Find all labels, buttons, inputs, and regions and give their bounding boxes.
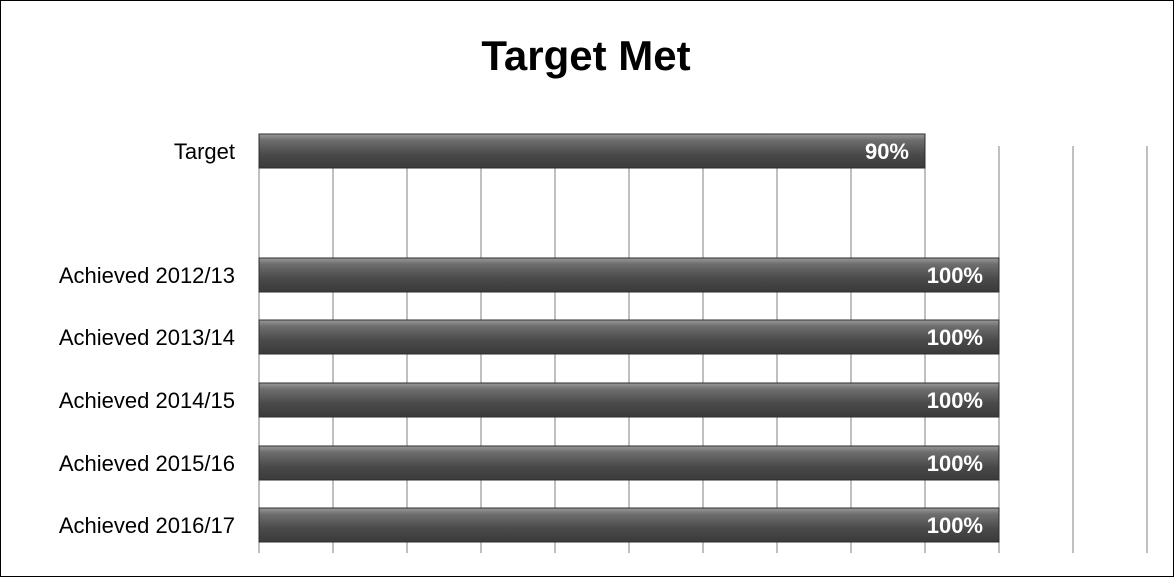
bar [258,257,1000,293]
category-label: Achieved 2015/16 [59,451,235,476]
chart-title: Target Met [481,32,691,79]
bar [258,382,1000,418]
category-label: Achieved 2012/13 [59,263,235,288]
data-label: 100% [927,388,983,413]
category-label: Achieved 2013/14 [59,325,235,350]
bar [258,319,1000,355]
data-label: 100% [927,263,983,288]
bar [258,507,1000,543]
bar [258,445,1000,481]
bar [258,133,926,169]
data-label: 90% [865,139,909,164]
data-label: 100% [927,325,983,350]
category-label: Achieved 2016/17 [59,513,235,538]
labels: Target 90% Achieved 2012/13 100% Achieved 20… [59,139,983,538]
category-label: Target [174,139,235,164]
bars [258,133,1000,543]
data-label: 100% [927,513,983,538]
data-label: 100% [927,451,983,476]
category-label: Achieved 2014/15 [59,388,235,413]
